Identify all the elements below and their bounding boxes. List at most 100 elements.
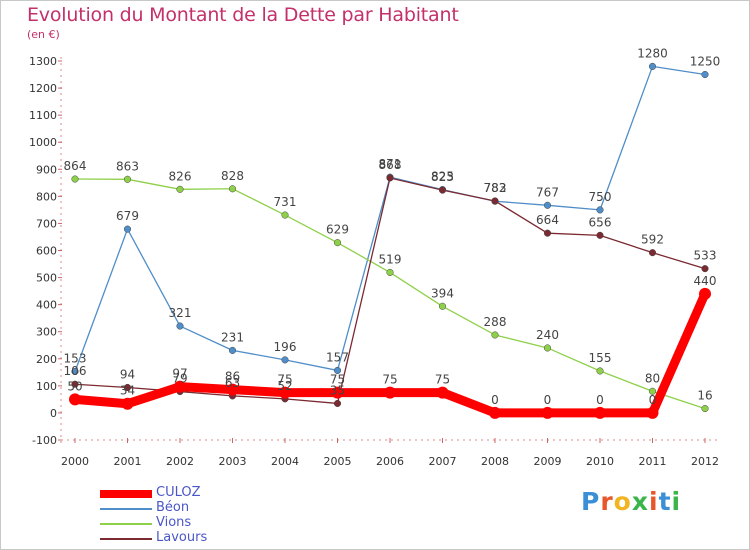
data-label-culoz: 75 [330,373,345,387]
y-tick-label: 500 [36,272,57,285]
data-point-culoz [226,383,239,396]
data-label-vions: 80 [645,371,660,385]
data-point-beon [71,367,79,376]
data-label-culoz: 0 [491,393,499,407]
data-point-lavours [701,265,709,273]
y-tick-label: 700 [36,217,57,230]
data-point-vions [123,175,132,183]
data-point-culoz [384,386,396,399]
x-tick-label: 2003 [219,455,247,468]
data-point-culoz [69,393,81,406]
data-point-lavours [386,174,394,182]
data-label-lavours: 656 [589,215,612,229]
data-label-lavours: 94 [120,367,135,381]
y-tick-label: 1300 [29,55,57,68]
y-tick-label: 1000 [29,136,57,149]
data-point-vions [333,239,342,247]
x-tick-label: 2000 [61,455,89,468]
x-tick-label: 2005 [324,455,352,468]
data-point-culoz [279,386,291,399]
y-tick-label: -100 [32,434,57,447]
data-point-lavours [648,249,657,257]
legend-label-vions: Vions [156,515,192,530]
legend-label-beon: Béon [156,500,190,515]
data-label-beon: 157 [326,350,349,364]
data-label-vions: 731 [274,195,297,209]
data-label-lavours: 783 [484,181,507,195]
data-point-beon [228,346,237,354]
data-point-vions [543,344,552,352]
data-label-lavours: 592 [641,233,664,247]
data-label-beon: 196 [274,340,297,354]
data-label-lavours: 868 [379,158,402,172]
data-point-vions [281,211,289,219]
data-label-beon: 871 [379,157,402,171]
data-label-beon: 750 [589,190,612,204]
data-label-culoz: 86 [225,370,240,384]
y-tick-label: 200 [36,353,57,366]
data-label-culoz: 34 [120,384,135,398]
legend-swatch-culoz [100,490,152,498]
axes: -100010020030040050060070080090010001100… [29,55,720,468]
data-point-lavours [438,186,447,194]
data-label-beon: 321 [169,306,192,320]
data-label-vions: 288 [484,315,507,329]
data-point-beon [123,225,132,233]
y-tick-label: 1100 [29,109,57,122]
data-label-culoz: 0 [596,393,604,407]
data-point-beon [543,201,552,209]
data-label-vions: 863 [116,159,139,173]
data-point-culoz [699,287,711,300]
data-label-vions: 240 [536,328,559,342]
x-tick-label: 2004 [271,455,299,468]
data-point-beon [281,356,289,364]
data-point-lavours [333,399,342,408]
data-label-beon: 231 [221,330,244,344]
data-point-beon [176,322,184,330]
chart-subtitle: (en €) [27,28,60,41]
data-point-culoz [436,386,449,399]
series-layer [69,62,711,419]
data-label-culoz: 50 [67,379,82,393]
data-label-culoz: 75 [382,373,397,387]
chart-title: Evolution du Montant de la Dette par Hab… [27,4,459,26]
y-tick-label: 600 [36,245,57,258]
y-tick-label: 100 [36,380,57,393]
data-point-lavours [491,197,499,205]
data-point-vions [176,185,184,193]
data-point-vions [596,367,604,375]
data-point-vions [71,175,79,183]
data-label-beon: 1250 [690,55,721,69]
data-label-vions: 629 [326,223,349,237]
x-tick-label: 2006 [376,455,404,468]
data-label-culoz: 75 [277,373,292,387]
y-tick-label: 0 [50,407,57,420]
data-point-culoz [541,406,554,419]
data-label-lavours: 35 [330,383,345,397]
data-label-beon: 1280 [637,46,668,60]
y-tick-label: 300 [36,326,57,339]
data-label-beon: 767 [536,185,559,199]
data-label-culoz: 0 [649,393,657,407]
data-label-vions: 16 [697,389,712,403]
data-point-beon [596,206,604,214]
data-point-culoz [594,406,606,419]
data-label-lavours: 533 [694,249,717,263]
legend-swatch-beon [100,508,152,510]
data-point-culoz [489,406,501,419]
data-point-lavours [596,231,604,239]
data-label-culoz: 97 [172,367,187,381]
data-label-lavours: 79 [172,372,187,386]
data-point-vions [386,268,394,276]
data-label-vions: 155 [589,351,612,365]
y-tick-label: 400 [36,299,57,312]
data-label-lavours: 52 [277,379,292,393]
legend-swatch-lavours [100,538,152,540]
data-point-lavours [71,380,79,388]
data-label-culoz: 0 [544,393,552,407]
data-point-beon [701,70,709,79]
data-point-culoz [121,397,134,410]
